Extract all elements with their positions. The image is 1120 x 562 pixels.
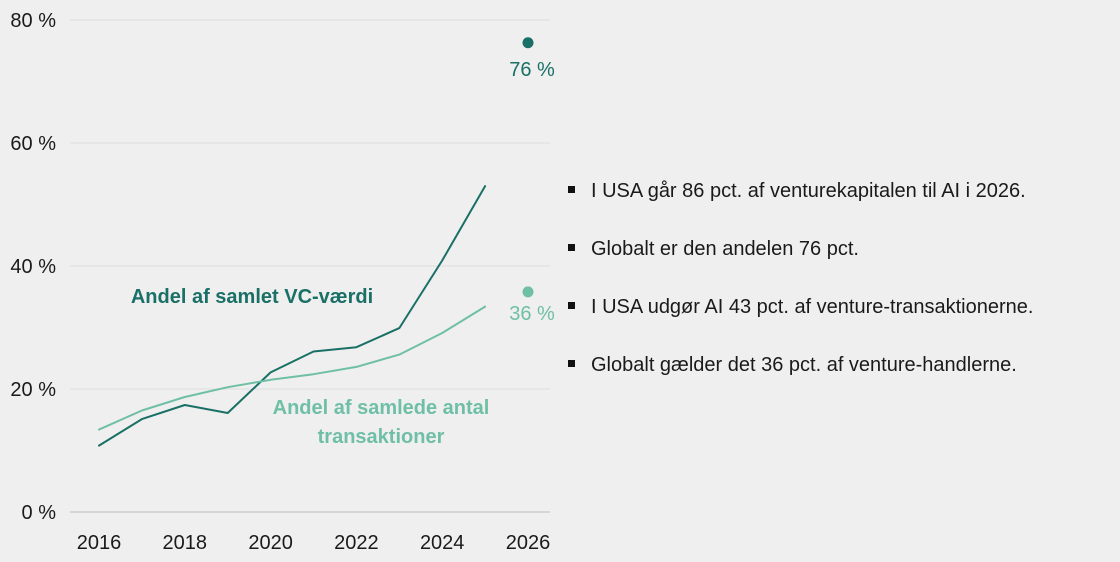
bullet-item: I USA går 86 pct. af venturekapitalen ti… [568, 172, 1033, 230]
point-marker [522, 286, 534, 298]
series-line-1 [98, 185, 487, 447]
series-labels: Andel af samlet VC-værdi Andel af samlede… [131, 286, 490, 448]
bullet-text: Globalt gælder det 36 pct. af venture-ha… [591, 354, 1017, 376]
y-tick-label: 60 % [10, 133, 56, 155]
bullet-square-icon [568, 302, 575, 310]
y-tick-label: 80 % [10, 10, 56, 32]
bullet-item: Globalt er den andelen 76 pct. [568, 230, 1033, 288]
x-tick-label: 2016 [77, 532, 122, 554]
bullet-item: I USA udgør AI 43 pct. af venture-transa… [568, 288, 1033, 346]
y-tick-label: 0 % [22, 502, 57, 524]
series-lines [98, 185, 487, 447]
series-label-line: Andel af samlet VC-værdi [131, 286, 373, 308]
series-label-line: transaktioner [318, 426, 445, 448]
bullet-text: Globalt er den andelen 76 pct. [591, 238, 859, 260]
x-tick-label: 2020 [248, 532, 293, 554]
point-value-label: 36 % [509, 303, 555, 325]
highlight-points: 76 % 36 % [509, 37, 555, 325]
x-tick-label: 2026 [506, 532, 551, 554]
x-axis-tick-labels: 2016 2018 2020 2022 2024 2026 [77, 532, 551, 554]
gridlines [70, 19, 550, 513]
bullet-list: I USA går 86 pct. af venturekapitalen ti… [568, 172, 1033, 404]
point-value-label: 76 % [509, 59, 555, 81]
x-tick-label: 2018 [163, 532, 208, 554]
bullet-text: I USA udgør AI 43 pct. af venture-transa… [591, 296, 1034, 318]
bullet-item: Globalt gælder det 36 pct. af venture-ha… [568, 346, 1033, 404]
y-tick-label: 20 % [10, 379, 56, 401]
x-tick-label: 2024 [420, 532, 465, 554]
bullet-square-icon [568, 360, 575, 368]
line-chart: 0 % 20 % 40 % 60 % 80 % 2016 2018 2020 2022 2024… [10, 10, 555, 554]
series-label-line: Andel af samlede antal [273, 397, 490, 419]
point-marker [522, 37, 534, 49]
y-tick-label: 40 % [10, 256, 56, 278]
bullet-square-icon [568, 186, 575, 194]
series-line-2 [98, 305, 487, 431]
bullet-text: I USA går 86 pct. af venturekapitalen ti… [591, 180, 1026, 202]
x-tick-label: 2022 [334, 532, 379, 554]
y-axis-tick-labels: 0 % 20 % 40 % 60 % 80 % [10, 10, 56, 524]
bullet-square-icon [568, 244, 575, 252]
series-label: Andel af samlet VC-værdi [131, 286, 373, 308]
series-label: Andel af samlede antal transaktioner [273, 397, 490, 448]
